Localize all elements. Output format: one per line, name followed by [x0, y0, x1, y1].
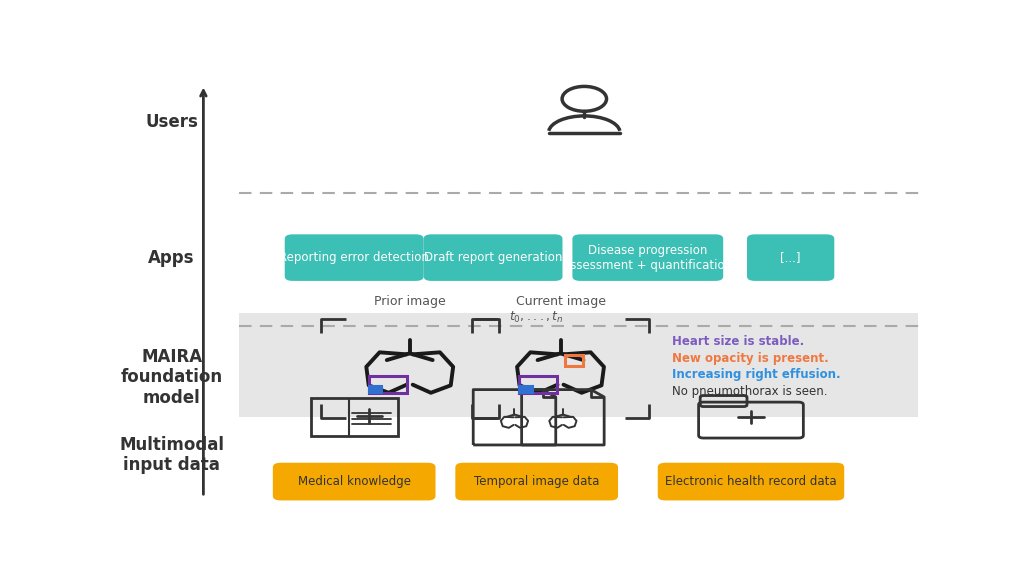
FancyBboxPatch shape [572, 234, 723, 281]
Text: [...]: [...] [780, 251, 801, 264]
FancyBboxPatch shape [456, 463, 618, 501]
Text: New opacity is present.: New opacity is present. [672, 352, 828, 365]
Text: No pneumothorax is seen.: No pneumothorax is seen. [672, 385, 827, 397]
FancyBboxPatch shape [424, 234, 562, 281]
Text: Temporal image data: Temporal image data [474, 475, 599, 488]
FancyBboxPatch shape [657, 463, 844, 501]
Text: Reporting error detection: Reporting error detection [280, 251, 429, 264]
Text: Draft report generation: Draft report generation [424, 251, 562, 264]
FancyBboxPatch shape [285, 234, 424, 281]
Text: Users: Users [145, 113, 198, 131]
Text: Prior image: Prior image [374, 294, 445, 308]
Text: Medical knowledge: Medical knowledge [298, 475, 411, 488]
Text: Heart size is stable.: Heart size is stable. [672, 335, 804, 348]
Text: Increasing right effusion.: Increasing right effusion. [672, 368, 841, 381]
Text: Apps: Apps [148, 249, 195, 267]
FancyBboxPatch shape [240, 313, 918, 417]
Text: Current image: Current image [515, 294, 605, 308]
Text: Electronic health record data: Electronic health record data [666, 475, 837, 488]
Text: Multimodal
input data: Multimodal input data [119, 435, 224, 475]
FancyBboxPatch shape [519, 386, 532, 393]
FancyBboxPatch shape [746, 234, 835, 281]
Text: $t_{0},...,t_{n}$: $t_{0},...,t_{n}$ [509, 310, 564, 325]
Text: Disease progression
assessment + quantification: Disease progression assessment + quantif… [563, 244, 732, 272]
Text: MAIRA
foundation
model: MAIRA foundation model [121, 347, 222, 407]
FancyBboxPatch shape [369, 386, 382, 393]
FancyBboxPatch shape [272, 463, 435, 501]
